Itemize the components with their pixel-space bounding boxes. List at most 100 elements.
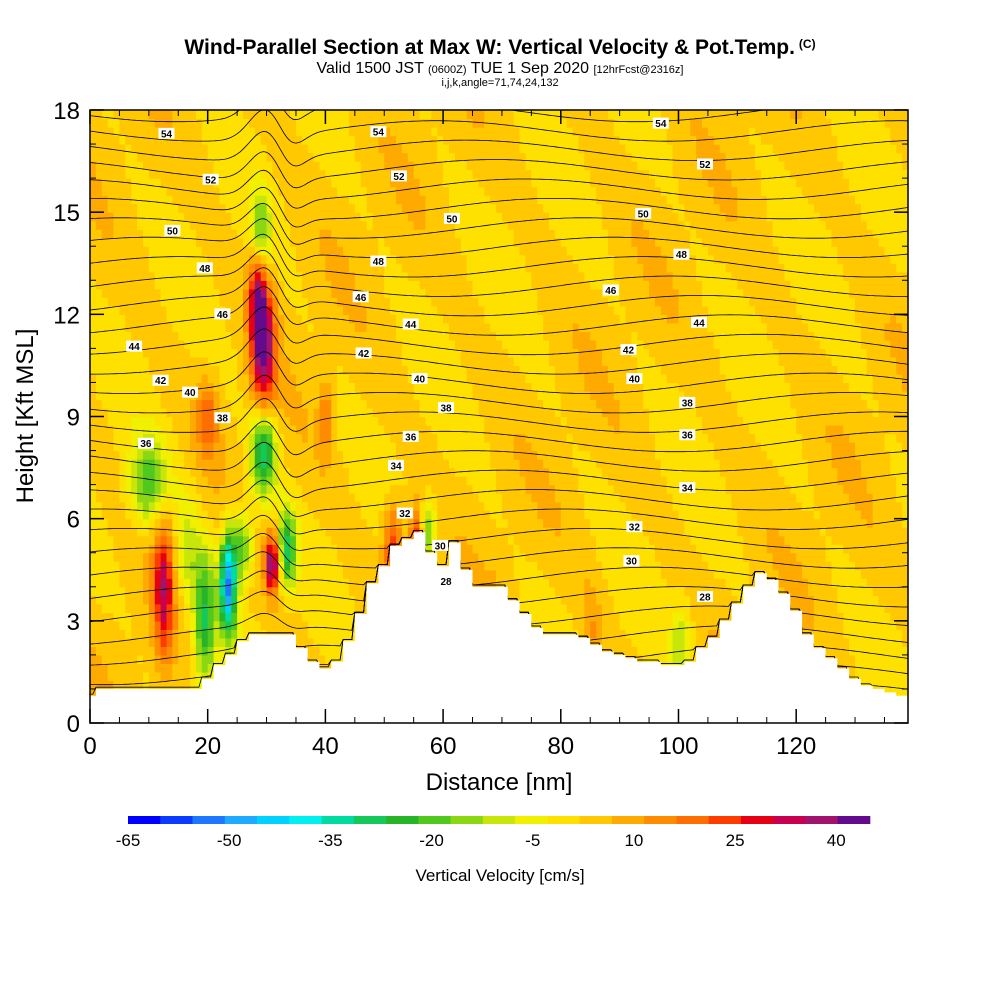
velocity-cell	[290, 152, 297, 162]
velocity-cell	[307, 254, 315, 264]
velocity-cell	[131, 169, 138, 179]
velocity-cell	[354, 578, 362, 588]
velocity-cell	[260, 254, 268, 264]
velocity-cell	[266, 382, 274, 392]
velocity-cell	[360, 339, 368, 349]
velocity-cell	[231, 433, 238, 443]
velocity-cell	[166, 110, 173, 120]
velocity-cell	[284, 373, 291, 384]
velocity-cell	[95, 654, 103, 665]
velocity-cell	[384, 373, 391, 384]
velocity-cell	[266, 314, 274, 324]
velocity-cell	[137, 595, 144, 605]
velocity-cell	[113, 646, 121, 656]
velocity-cell	[366, 433, 374, 443]
velocity-cell	[243, 305, 250, 315]
velocity-cell	[142, 314, 150, 324]
velocity-cell	[178, 237, 185, 247]
velocity-cell	[360, 110, 368, 120]
velocity-cell	[243, 620, 250, 630]
velocity-cell	[337, 646, 344, 656]
velocity-cell	[437, 297, 444, 307]
velocity-cell	[278, 527, 285, 537]
velocity-cell	[154, 356, 162, 367]
velocity-cell	[301, 612, 309, 622]
velocity-cell	[448, 110, 456, 120]
velocity-cell	[290, 569, 297, 579]
velocity-cell	[343, 263, 350, 273]
velocity-cell	[354, 518, 362, 528]
velocity-cell	[325, 527, 332, 537]
velocity-cell	[478, 450, 485, 460]
velocity-cell	[466, 229, 474, 239]
velocity-cell	[172, 246, 179, 256]
velocity-cell	[207, 127, 215, 137]
velocity-cell	[184, 135, 191, 145]
velocity-cell	[190, 161, 197, 171]
velocity-cell	[237, 280, 244, 290]
velocity-cell	[95, 254, 103, 264]
velocity-cell	[337, 297, 344, 307]
velocity-cell	[95, 322, 103, 332]
velocity-cell	[278, 373, 285, 384]
velocity-cell	[419, 501, 427, 511]
velocity-cell	[337, 339, 344, 349]
velocity-cell	[237, 501, 244, 511]
velocity-cell	[325, 433, 332, 443]
velocity-cell	[254, 348, 262, 358]
velocity-cell	[307, 612, 315, 622]
velocity-cell	[142, 280, 150, 290]
velocity-cell	[266, 467, 274, 477]
velocity-cell	[331, 612, 338, 622]
velocity-cell	[142, 305, 150, 315]
velocity-cell	[384, 237, 391, 247]
velocity-cell	[237, 110, 244, 120]
velocity-cell	[219, 595, 226, 605]
velocity-cell	[160, 297, 168, 307]
velocity-cell	[90, 663, 97, 673]
velocity-cell	[154, 535, 162, 545]
velocity-cell	[443, 501, 450, 511]
velocity-cell	[178, 186, 185, 196]
velocity-cell	[295, 637, 303, 647]
velocity-cell	[401, 161, 409, 171]
velocity-cell	[225, 467, 232, 477]
velocity-cell	[307, 110, 315, 120]
velocity-cell	[295, 322, 303, 332]
velocity-cell	[231, 127, 238, 137]
velocity-cell	[266, 603, 274, 613]
velocity-cell	[448, 186, 456, 196]
velocity-cell	[490, 280, 497, 290]
velocity-cell	[384, 425, 391, 435]
velocity-cell	[101, 646, 109, 656]
velocity-cell	[490, 373, 497, 384]
velocity-cell	[437, 212, 444, 222]
velocity-cell	[266, 322, 274, 332]
velocity-cell	[313, 620, 321, 630]
velocity-cell	[325, 263, 332, 273]
velocity-cell	[172, 263, 179, 273]
velocity-cell	[225, 246, 232, 256]
velocity-cell	[154, 254, 162, 264]
velocity-cell	[119, 552, 126, 562]
index-info: i,j,k,angle=71,74,24,132	[441, 77, 559, 89]
velocity-cell	[378, 390, 385, 401]
velocity-cell	[396, 263, 403, 273]
velocity-cell	[331, 110, 338, 120]
velocity-cell	[437, 493, 444, 503]
velocity-cell	[254, 442, 262, 452]
velocity-cell	[119, 373, 126, 384]
velocity-cell	[119, 331, 126, 341]
velocity-cell	[266, 442, 274, 452]
velocity-cell	[101, 331, 109, 341]
velocity-cell	[384, 501, 391, 511]
velocity-cell	[119, 152, 126, 162]
velocity-cell	[137, 331, 144, 341]
velocity-cell	[343, 178, 350, 188]
velocity-cell	[448, 271, 456, 281]
velocity-cell	[384, 220, 391, 230]
velocity-cell	[90, 484, 97, 494]
velocity-cell	[213, 425, 221, 435]
velocity-cell	[484, 484, 491, 494]
velocity-cell	[125, 382, 132, 392]
